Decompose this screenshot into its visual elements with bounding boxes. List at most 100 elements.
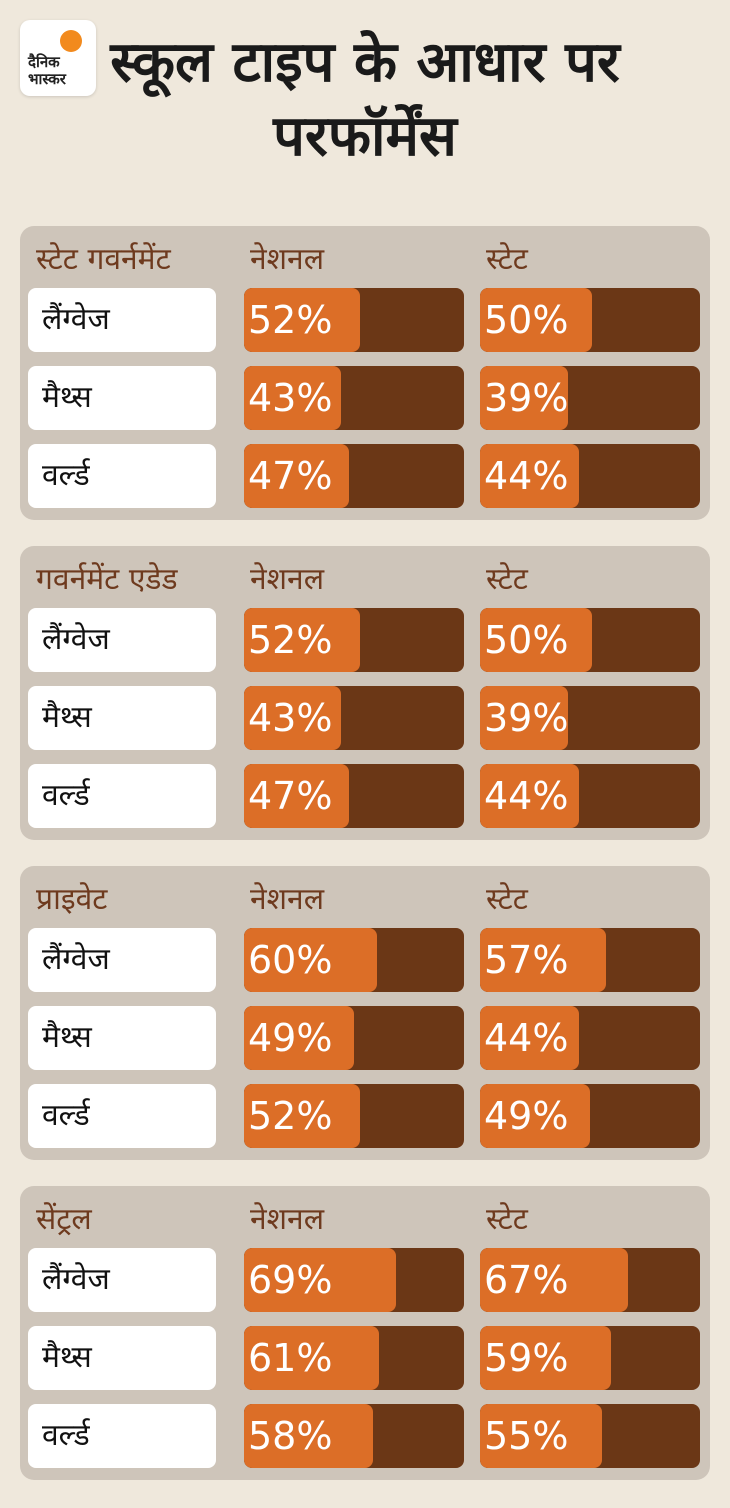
value-label: 44%	[484, 454, 569, 498]
bar-track: 44%	[480, 764, 700, 828]
series-header: नेशनल	[250, 1202, 325, 1237]
value-label: 59%	[484, 1336, 569, 1380]
bar-fill	[480, 1084, 590, 1148]
bar-fill	[480, 764, 579, 828]
logo-text: दैनिक भास्कर	[28, 53, 66, 88]
bar-fill	[480, 1404, 603, 1468]
bar-track: 43%	[244, 686, 464, 750]
value-label: 49%	[484, 1094, 569, 1138]
bar-fill	[244, 764, 350, 828]
group-label: गवर्नमेंट एडेड	[36, 562, 178, 597]
chart-panel: गवर्नमेंट एडेड नेशनल स्टेट लैंग्वेज 52% 50% मै…	[20, 546, 710, 840]
subject-label: लैंग्वेज	[28, 608, 216, 672]
value-label: 60%	[248, 938, 333, 982]
value-label: 52%	[248, 298, 333, 342]
bar-track: 55%	[480, 1404, 700, 1468]
bar-track: 52%	[244, 1084, 464, 1148]
value-label: 58%	[248, 1414, 333, 1458]
bar-fill	[244, 444, 350, 508]
subject-label: लैंग्वेज	[28, 288, 216, 352]
value-label: 39%	[484, 696, 569, 740]
subject-label: मैथ्स	[28, 686, 216, 750]
subject-label: वर्ल्ड	[28, 1084, 216, 1148]
value-label: 47%	[248, 774, 333, 818]
bar-track: 44%	[480, 444, 700, 508]
bar-fill	[244, 1248, 396, 1312]
value-label: 50%	[484, 298, 569, 342]
value-label: 50%	[484, 618, 569, 662]
series-header: नेशनल	[250, 242, 325, 277]
sun-icon	[60, 30, 82, 52]
bar-track: 60%	[244, 928, 464, 992]
bar-track: 57%	[480, 928, 700, 992]
subject-label: मैथ्स	[28, 1326, 216, 1390]
value-label: 67%	[484, 1258, 569, 1302]
bar-track: 50%	[480, 288, 700, 352]
bar-fill	[480, 288, 592, 352]
bar-fill	[244, 1404, 373, 1468]
group-label: स्टेट गवर्नमेंट	[36, 242, 171, 277]
series-header: नेशनल	[250, 882, 325, 917]
value-label: 44%	[484, 774, 569, 818]
bar-fill	[244, 1326, 379, 1390]
bar-fill	[480, 1326, 611, 1390]
chart-panel: प्राइवेट नेशनल स्टेट लैंग्वेज 60% 57% मैथ्स 49%…	[20, 866, 710, 1160]
subject-label: वर्ल्ड	[28, 444, 216, 508]
bar-fill	[480, 366, 569, 430]
subject-label: वर्ल्ड	[28, 764, 216, 828]
series-header: नेशनल	[250, 562, 325, 597]
bar-fill	[480, 686, 569, 750]
series-header: स्टेट	[486, 242, 528, 277]
subject-label: मैथ्स	[28, 1006, 216, 1070]
bar-track: 50%	[480, 608, 700, 672]
bar-track: 47%	[244, 764, 464, 828]
subject-label: वर्ल्ड	[28, 1404, 216, 1468]
bar-fill	[480, 1248, 628, 1312]
subject-label: लैंग्वेज	[28, 1248, 216, 1312]
value-label: 49%	[248, 1016, 333, 1060]
value-label: 52%	[248, 1094, 333, 1138]
value-label: 43%	[248, 376, 333, 420]
bar-fill	[244, 366, 341, 430]
value-label: 44%	[484, 1016, 569, 1060]
value-label: 61%	[248, 1336, 333, 1380]
bar-track: 39%	[480, 366, 700, 430]
bar-fill	[244, 686, 341, 750]
value-label: 52%	[248, 618, 333, 662]
bar-track: 43%	[244, 366, 464, 430]
bar-track: 39%	[480, 686, 700, 750]
value-label: 69%	[248, 1258, 333, 1302]
bar-track: 49%	[244, 1006, 464, 1070]
bar-track: 61%	[244, 1326, 464, 1390]
value-label: 57%	[484, 938, 569, 982]
chart-panel: स्टेट गवर्नमेंट नेशनल स्टेट लैंग्वेज 52% 50% म…	[20, 226, 710, 520]
bar-track: 44%	[480, 1006, 700, 1070]
bar-fill	[244, 608, 360, 672]
value-label: 47%	[248, 454, 333, 498]
bar-fill	[244, 1006, 354, 1070]
group-label: प्राइवेट	[36, 882, 108, 917]
page-title: स्कूल टाइप के आधार पर परफॉर्मेंस	[110, 30, 620, 169]
bar-fill	[244, 288, 360, 352]
group-label: सेंट्रल	[36, 1202, 92, 1237]
bar-fill	[244, 1084, 360, 1148]
bar-fill	[480, 444, 579, 508]
bar-fill	[480, 928, 607, 992]
bar-track: 52%	[244, 608, 464, 672]
value-label: 55%	[484, 1414, 569, 1458]
bar-track: 67%	[480, 1248, 700, 1312]
bar-track: 69%	[244, 1248, 464, 1312]
bar-fill	[480, 608, 592, 672]
chart-panel: सेंट्रल नेशनल स्टेट लैंग्वेज 69% 67% मैथ्स 61% 5…	[20, 1186, 710, 1480]
series-header: स्टेट	[486, 882, 528, 917]
subject-label: मैथ्स	[28, 366, 216, 430]
value-label: 39%	[484, 376, 569, 420]
bar-track: 47%	[244, 444, 464, 508]
series-header: स्टेट	[486, 562, 528, 597]
brand-logo: दैनिक भास्कर	[20, 20, 96, 96]
bar-fill	[244, 928, 377, 992]
bar-track: 49%	[480, 1084, 700, 1148]
value-label: 43%	[248, 696, 333, 740]
bar-track: 58%	[244, 1404, 464, 1468]
series-header: स्टेट	[486, 1202, 528, 1237]
